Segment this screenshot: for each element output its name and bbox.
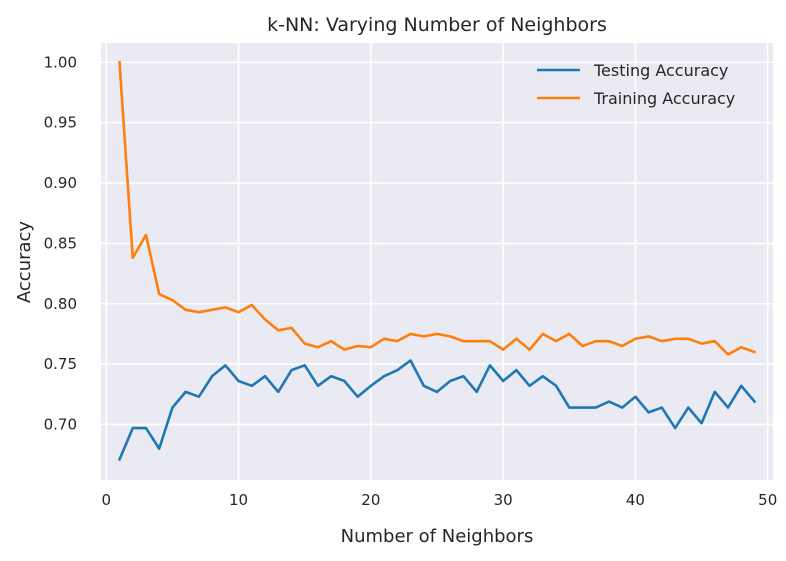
y-axis-label: Accuracy — [14, 221, 35, 304]
y-tick-label: 1.00 — [44, 53, 77, 71]
legend-label-testing: Testing Accuracy — [593, 61, 728, 80]
legend-label-training: Training Accuracy — [593, 89, 735, 108]
plot-area — [101, 43, 773, 480]
y-axis-ticks: 0.70 0.75 0.80 0.85 0.90 0.95 1.00 — [44, 53, 77, 433]
y-tick-label: 0.70 — [44, 415, 77, 433]
gridlines — [101, 43, 773, 480]
y-tick-label: 0.85 — [44, 234, 77, 252]
x-tick-label: 20 — [361, 491, 380, 509]
y-tick-label: 0.75 — [44, 355, 77, 373]
chart-title: k-NN: Varying Number of Neighbors — [267, 14, 607, 36]
x-axis-label: Number of Neighbors — [341, 526, 534, 547]
x-tick-label: 10 — [229, 491, 248, 509]
x-tick-label: 30 — [494, 491, 513, 509]
x-axis-ticks: 0 10 20 30 40 50 — [102, 491, 778, 509]
x-tick-label: 0 — [102, 491, 112, 509]
series-layer — [117, 60, 757, 462]
y-tick-label: 0.95 — [44, 114, 77, 132]
series-line-testing — [117, 359, 757, 462]
x-tick-label: 40 — [626, 491, 645, 509]
series-line-training — [118, 60, 757, 356]
x-tick-label: 50 — [758, 491, 777, 509]
y-tick-label: 0.80 — [44, 295, 77, 313]
legend: Testing Accuracy Training Accuracy — [537, 61, 735, 108]
y-tick-label: 0.90 — [44, 174, 77, 192]
